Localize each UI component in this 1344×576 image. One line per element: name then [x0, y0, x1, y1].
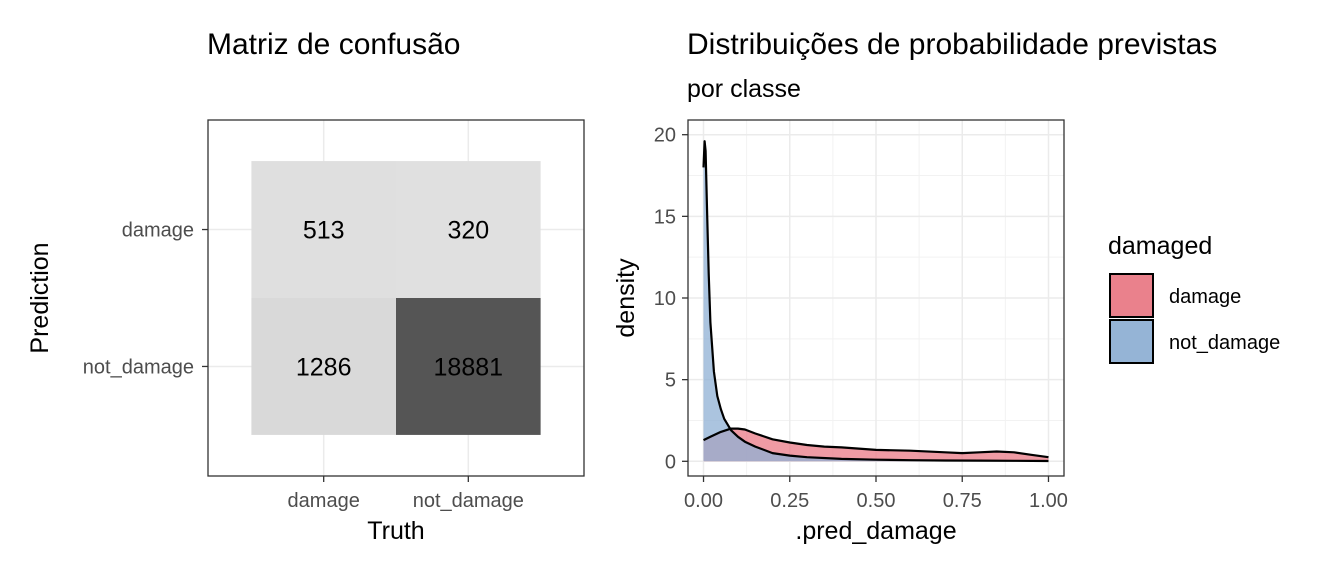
cm-x-axis: damage not_damage: [288, 476, 524, 512]
cm-x-axis-title: Truth: [367, 517, 424, 545]
density-x-tick-label: 1.00: [1029, 490, 1068, 512]
cm-cell-label: 18881: [434, 353, 504, 381]
density-y-axis-title: density: [612, 258, 640, 338]
density-line-damage: [703, 427, 1049, 459]
cm-cell-label: 1286: [296, 353, 352, 381]
density-y-axis: 0 5 10 15 20: [654, 125, 688, 473]
legend-key-damage: [1109, 273, 1154, 318]
density-x-axis: 0.00 0.25 0.50 0.75 1.00: [684, 476, 1068, 512]
density-y-tick-label: 20: [654, 125, 676, 147]
cm-y-axis: damage not_damage: [83, 220, 208, 378]
cm-cell: [251, 298, 396, 435]
legend-label-not_damage: not_damage: [1169, 332, 1280, 354]
density-line-not_damage: [702, 140, 1049, 463]
density-x-tick-label: 0.50: [857, 490, 896, 512]
cm-cell: [396, 298, 541, 435]
legend-key-not_damage: [1109, 319, 1154, 364]
density-title: Distribuições de probabilidade previstas: [687, 28, 1217, 61]
cm-title: Matriz de confusão: [207, 28, 460, 61]
density-y-tick-label: 0: [665, 451, 676, 473]
cm-cell-label: 320: [447, 217, 489, 245]
legend: damage not_damage: [1109, 273, 1280, 364]
legend-title: damaged: [1108, 232, 1212, 260]
cm-y-axis-title: Prediction: [26, 242, 54, 353]
density-x-tick-label: 0.00: [684, 490, 723, 512]
density-x-tick-label: 0.75: [943, 490, 982, 512]
cm-cell: [396, 161, 541, 298]
cm-x-tick-label: not_damage: [413, 490, 524, 512]
cm-y-tick-label: not_damage: [83, 356, 194, 378]
cm-y-tick-label: damage: [122, 220, 194, 242]
cm-x-tick-label: damage: [288, 490, 360, 512]
cm-panel-border: [207, 119, 585, 477]
density-y-tick-label: 5: [665, 370, 676, 392]
density-gridlines: [688, 120, 1064, 476]
density-x-tick-label: 0.25: [770, 490, 809, 512]
cm-cell-label: 513: [303, 217, 345, 245]
cm-cells: 513 320 1286 18881: [251, 161, 541, 435]
density-subtitle: por classe: [687, 75, 801, 103]
density-y-tick-label: 10: [654, 288, 676, 310]
density-x-axis-title: .pred_damage: [795, 517, 956, 545]
legend-label-damage: damage: [1169, 286, 1241, 308]
cm-cell: [251, 161, 396, 298]
density-areas: [702, 140, 1049, 463]
density-y-tick-label: 15: [654, 206, 676, 228]
